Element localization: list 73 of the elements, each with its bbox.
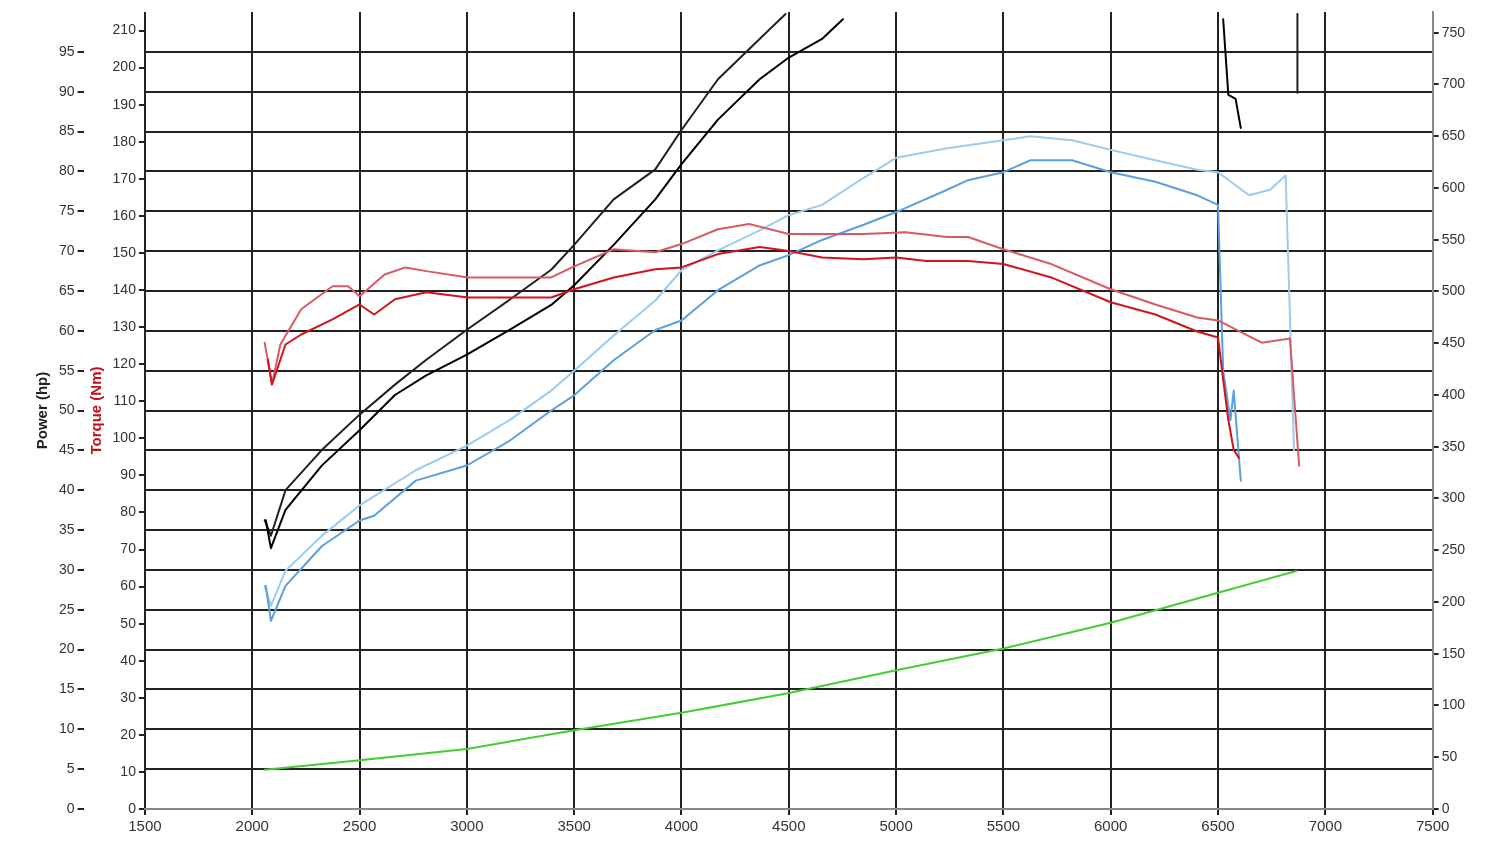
x-tick-label: 7000 [1308, 817, 1343, 835]
y3-tick-label: 80 [120, 503, 137, 520]
y2-tick-label: 0 [1441, 799, 1450, 816]
y3-tick-label: 120 [112, 355, 137, 372]
x-tick-label: 3000 [450, 817, 484, 835]
y2-tick-label: 400 [1441, 385, 1466, 402]
y3-tick-label: 0 [128, 799, 137, 816]
x-tick-label: 7500 [1415, 817, 1450, 835]
y-tick-label: 30 [58, 560, 75, 577]
y3-tick-label: 60 [120, 577, 137, 594]
y-tick-label: 85 [58, 122, 75, 139]
y2-tick-label: 500 [1441, 282, 1466, 299]
y3-tick-label: 20 [120, 725, 137, 742]
y-tick-label: 0 [66, 799, 75, 816]
x-tick-label: 1500 [128, 817, 162, 835]
y-tick-label: 5 [66, 760, 75, 777]
y2-tick-label: 300 [1441, 489, 1466, 506]
y3-tick-label: 140 [112, 280, 137, 297]
y3-tick-label: 200 [112, 58, 137, 75]
y3-axis-title: Torque (Nm) [86, 366, 104, 455]
y2-tick-label: 350 [1441, 437, 1466, 454]
y3-tick-label: 110 [113, 392, 137, 409]
y3-tick-label: 130 [112, 317, 137, 334]
y2-tick-label: 700 [1441, 75, 1466, 92]
y3-tick-label: 150 [112, 243, 137, 260]
y3-tick-label: 190 [112, 95, 137, 112]
y3-tick-label: 210 [112, 21, 137, 38]
x-tick-label: 5500 [986, 817, 1021, 835]
x-tick-label: 6000 [1094, 817, 1128, 835]
y3-tick-label: 90 [120, 466, 137, 483]
x-tick-label: 2000 [235, 817, 269, 835]
y-tick-label: 35 [58, 520, 75, 537]
y-tick-label: 20 [58, 640, 75, 657]
y3-tick-label: 50 [120, 614, 137, 631]
y2-tick-label: 750 [1441, 23, 1466, 40]
y2-tick-label: 450 [1441, 334, 1466, 351]
y2-tick-label: 650 [1441, 127, 1466, 144]
y-tick-label: 55 [58, 361, 75, 378]
y2-tick-label: 550 [1441, 230, 1466, 247]
y3-tick-label: 30 [120, 688, 137, 705]
y2-tick-label: 600 [1441, 178, 1466, 195]
y-tick-label: 65 [58, 281, 75, 298]
y2-tick-label: 250 [1441, 541, 1466, 558]
y-tick-label: 60 [58, 321, 75, 338]
y2-tick-label: 50 [1441, 748, 1458, 765]
y-tick-label: 50 [58, 401, 75, 418]
x-tick-label: 6500 [1201, 817, 1235, 835]
x-tick-label: 3500 [557, 817, 591, 835]
x-tick-label: 2500 [342, 817, 377, 835]
y-tick-label: 75 [58, 202, 75, 219]
x-tick-label: 5000 [879, 817, 913, 835]
y3-tick-label: 40 [120, 651, 137, 668]
y-tick-label: 40 [58, 481, 75, 498]
y-tick-label: 95 [58, 42, 75, 59]
y-tick-label: 10 [58, 720, 75, 737]
y3-tick-label: 10 [120, 762, 137, 779]
y-tick-label: 90 [58, 82, 75, 99]
y-axis-title: Power (hp) [33, 371, 51, 450]
y3-tick-label: 180 [112, 132, 137, 149]
y-tick-label: 25 [58, 600, 75, 617]
y-tick-label: 45 [58, 441, 75, 458]
y-tick-label: 80 [58, 162, 75, 179]
y3-tick-label: 100 [112, 429, 137, 446]
y-tick-label: 15 [58, 680, 75, 697]
y2-tick-label: 100 [1441, 696, 1466, 713]
y3-tick-label: 160 [112, 206, 137, 223]
y2-tick-label: 150 [1441, 644, 1466, 661]
y3-tick-label: 170 [112, 169, 137, 186]
y3-tick-label: 70 [120, 540, 137, 557]
x-tick-label: 4500 [772, 817, 806, 835]
y2-tick-label: 200 [1441, 592, 1466, 609]
x-tick-label: 4000 [664, 817, 699, 835]
y-tick-label: 70 [58, 241, 75, 258]
